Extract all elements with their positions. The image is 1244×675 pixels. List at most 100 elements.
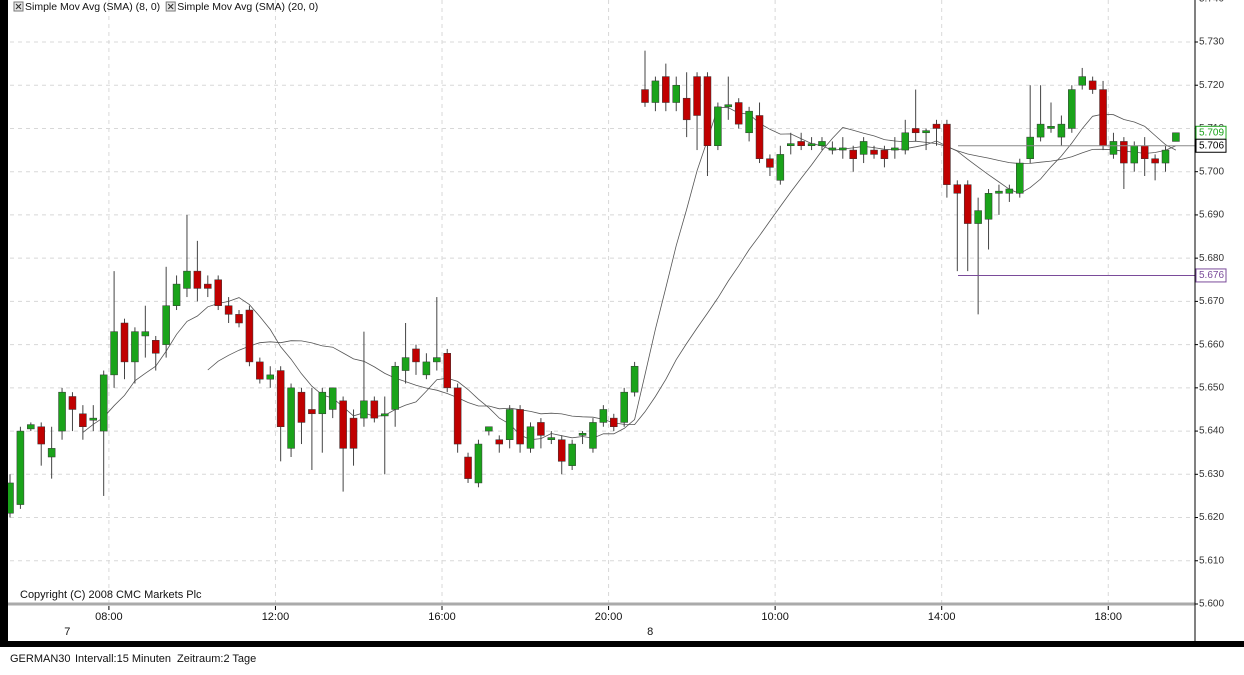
x-tick-label: 16:00 xyxy=(428,611,456,623)
candle-body xyxy=(1026,136,1034,159)
sma-line xyxy=(82,106,1177,441)
candle-body xyxy=(662,76,670,103)
candle-body xyxy=(807,143,816,147)
candle-body xyxy=(547,437,556,440)
left-frame xyxy=(0,0,8,643)
candle-body xyxy=(818,141,826,147)
candle-body xyxy=(870,149,878,155)
candle-body xyxy=(755,115,764,159)
candle-body xyxy=(235,314,243,324)
candle-body xyxy=(89,417,98,421)
candle-body xyxy=(47,448,56,458)
x-tick-label: 08:00 xyxy=(95,611,123,623)
y-tick-label: 5.610 xyxy=(1199,555,1224,566)
candle-body xyxy=(516,409,524,445)
candle-body xyxy=(1068,89,1076,129)
candle-body xyxy=(984,193,993,220)
y-tick-label: 5.670 xyxy=(1199,296,1224,307)
copyright: Copyright (C) 2008 CMC Markets Plc xyxy=(20,589,202,601)
candle-body xyxy=(495,439,504,445)
price-marker-box xyxy=(1195,268,1227,283)
status-period: Zeitraum:2 Tage xyxy=(177,653,256,665)
candle-body xyxy=(339,400,347,449)
candle-body xyxy=(672,84,680,103)
candle-body xyxy=(610,417,618,428)
candle-body xyxy=(734,102,743,125)
candle-body xyxy=(932,123,941,129)
candle-body xyxy=(79,413,87,428)
candle-body xyxy=(911,128,920,134)
candle-body xyxy=(880,149,889,159)
candle-body xyxy=(224,305,233,315)
y-tick-label: 5.690 xyxy=(1199,210,1224,221)
x-tick-label: 14:00 xyxy=(928,611,956,623)
candle-body xyxy=(859,141,868,155)
candle-body xyxy=(1088,80,1097,90)
candle-body xyxy=(1057,123,1066,138)
candle-body xyxy=(995,190,1003,194)
candle-body xyxy=(1130,145,1139,164)
candle-body xyxy=(433,357,441,363)
candle-body xyxy=(266,374,274,380)
candle-body xyxy=(370,400,379,419)
candle-body xyxy=(162,305,170,345)
status-interval: Intervall:15 Minuten xyxy=(75,653,171,665)
candle-body xyxy=(349,417,358,449)
candle-body xyxy=(537,422,545,436)
candle-body xyxy=(287,387,295,449)
candle-body xyxy=(1109,141,1118,155)
candle-body xyxy=(714,106,722,147)
x-tick-label: 20:00 xyxy=(595,611,623,623)
candle-body xyxy=(943,123,951,185)
candle-body xyxy=(1016,162,1024,194)
candle-body xyxy=(651,80,660,103)
candle-body xyxy=(360,400,368,419)
y-tick-label: 5.730 xyxy=(1199,37,1224,48)
sma-line xyxy=(207,127,1177,426)
y-tick-label: 5.650 xyxy=(1199,382,1224,393)
x-tick-label: 12:00 xyxy=(262,611,290,623)
legend-icon-x xyxy=(15,3,22,10)
candle-body xyxy=(849,149,857,159)
candle-body xyxy=(901,132,910,151)
candle-body xyxy=(828,147,837,151)
candle-body xyxy=(839,147,847,151)
candle-body xyxy=(505,409,514,440)
y-tick-label: 5.660 xyxy=(1199,339,1224,350)
candle-body xyxy=(58,391,66,432)
overlay: 5.600 5.610 5.620 5.630 5.640 5.650 5.660 5.670… xyxy=(13,0,1227,638)
candle-body xyxy=(391,365,399,410)
candle-body xyxy=(297,391,306,423)
candle-body xyxy=(68,396,77,410)
x-tick-label: 10:00 xyxy=(761,611,789,623)
candle-body xyxy=(557,439,566,462)
candle-body xyxy=(110,331,118,376)
candle-body xyxy=(1036,123,1045,138)
candle-body xyxy=(693,76,701,116)
y-tick-label: 5.620 xyxy=(1199,512,1224,523)
candle-body xyxy=(963,184,972,224)
candle-body xyxy=(682,97,691,121)
candle-body xyxy=(922,130,930,134)
candle-body xyxy=(1120,141,1128,164)
candle-body xyxy=(776,154,785,181)
candle-body xyxy=(183,270,191,289)
status-symbol: GERMAN30 xyxy=(10,653,71,665)
candle-body xyxy=(256,361,264,380)
candle-body xyxy=(37,426,45,445)
candle-body xyxy=(620,391,628,423)
candle-body xyxy=(131,331,139,363)
candle-body xyxy=(599,409,608,423)
y-tick-label: 5.600 xyxy=(1199,599,1224,610)
candle-body xyxy=(422,361,431,376)
candle-body xyxy=(703,76,712,147)
candle-body xyxy=(1161,149,1170,164)
candle-body xyxy=(568,443,576,466)
grid xyxy=(10,0,1195,604)
candle-body xyxy=(172,283,181,306)
candle-body xyxy=(443,353,451,389)
marks xyxy=(6,50,1195,518)
candle-body xyxy=(193,270,202,289)
